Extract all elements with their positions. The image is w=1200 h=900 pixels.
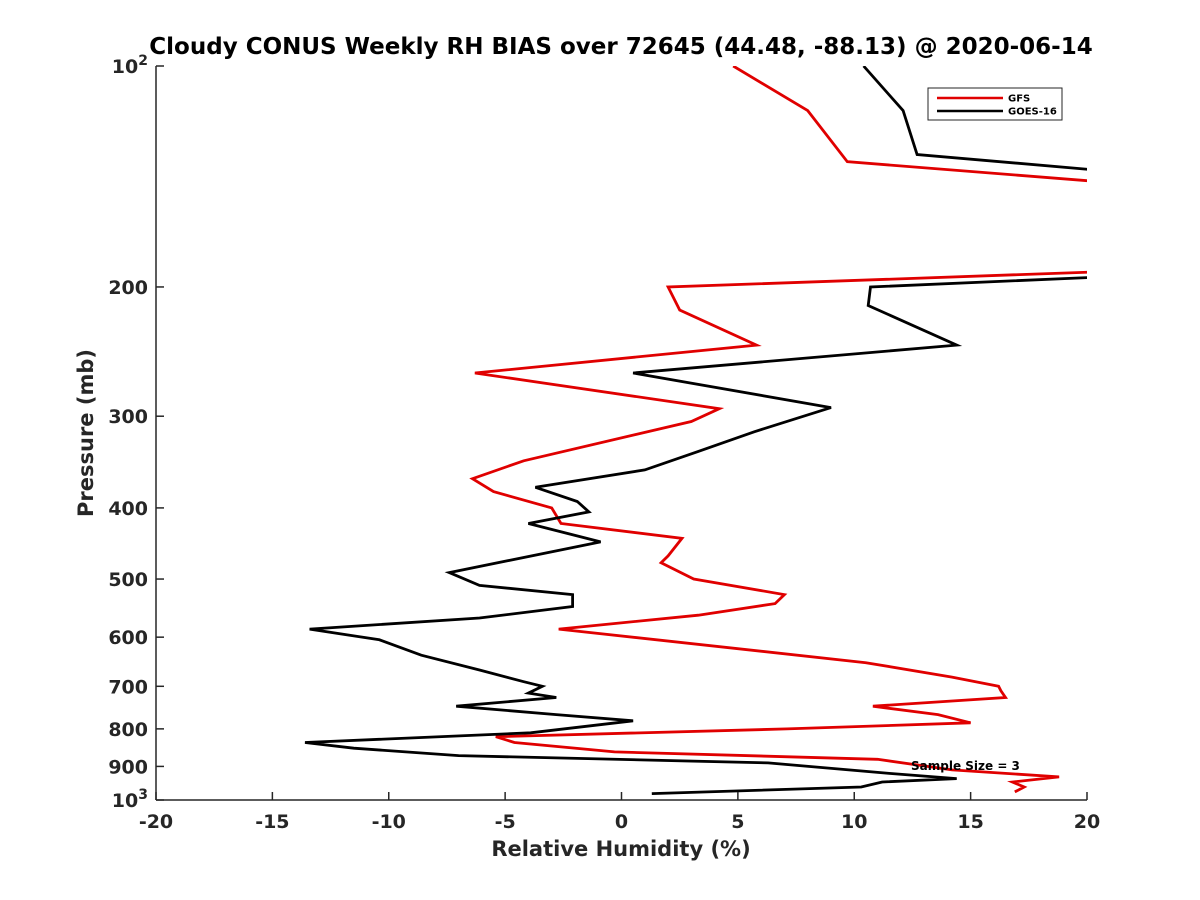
y-tick-label: 900 bbox=[108, 756, 148, 778]
legend-box bbox=[927, 87, 1063, 121]
x-tick-label: 0 bbox=[615, 811, 628, 833]
y-tick-label: 800 bbox=[108, 719, 148, 741]
x-ticks: -20 -15 -10 -5 0 5 10 15 20 bbox=[139, 792, 1100, 833]
legend: GFS GOES-16 bbox=[927, 87, 1063, 121]
y-tick-label: 103 bbox=[112, 787, 148, 812]
y-tick-label: 300 bbox=[108, 406, 148, 428]
series-line-goes-16 bbox=[304, 66, 1087, 795]
x-tick-label: 5 bbox=[731, 811, 744, 833]
series-layer bbox=[304, 66, 1087, 795]
y-tick-label: 200 bbox=[108, 277, 148, 299]
legend-label-goes16: GOES-16 bbox=[1008, 107, 1057, 118]
x-tick-label: 10 bbox=[841, 811, 867, 833]
x-tick-label: -15 bbox=[255, 811, 289, 833]
y-tick-label: 600 bbox=[108, 627, 148, 649]
x-tick-label: -10 bbox=[372, 811, 406, 833]
x-tick-label: 15 bbox=[957, 811, 983, 833]
y-tick-label: 400 bbox=[108, 498, 148, 520]
x-tick-label: 20 bbox=[1074, 811, 1100, 833]
y-ticks: 102 200 300 400 500 600 700 800 900 103 bbox=[108, 53, 164, 812]
y-tick-label: 500 bbox=[108, 569, 148, 591]
chart-title: Cloudy CONUS Weekly RH BIAS over 72645 (… bbox=[149, 34, 1092, 60]
y-tick-label: 700 bbox=[108, 676, 148, 698]
axes bbox=[155, 66, 1087, 801]
sample-size-annotation: Sample Size = 3 bbox=[911, 759, 1020, 773]
series-line-gfs bbox=[469, 66, 1087, 794]
y-tick-label: 102 bbox=[112, 53, 148, 78]
y-axis-label: Pressure (mb) bbox=[74, 349, 98, 517]
x-tick-label: -20 bbox=[139, 811, 173, 833]
x-axis-label: Relative Humidity (%) bbox=[491, 837, 750, 861]
legend-label-gfs: GFS bbox=[1008, 94, 1030, 105]
x-tick-label: -5 bbox=[495, 811, 516, 833]
